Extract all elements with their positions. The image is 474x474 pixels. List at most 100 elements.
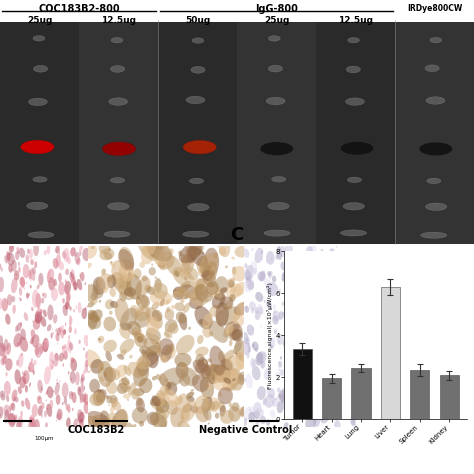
Ellipse shape bbox=[16, 420, 22, 432]
Ellipse shape bbox=[329, 264, 335, 273]
Ellipse shape bbox=[70, 359, 77, 371]
Ellipse shape bbox=[344, 267, 348, 280]
Ellipse shape bbox=[252, 423, 254, 426]
Ellipse shape bbox=[15, 369, 21, 384]
Ellipse shape bbox=[128, 383, 137, 395]
Ellipse shape bbox=[214, 294, 219, 300]
Ellipse shape bbox=[327, 307, 329, 310]
Ellipse shape bbox=[342, 377, 346, 383]
Ellipse shape bbox=[32, 267, 36, 274]
Ellipse shape bbox=[57, 409, 63, 420]
Ellipse shape bbox=[254, 410, 260, 419]
Ellipse shape bbox=[62, 298, 65, 303]
Ellipse shape bbox=[192, 38, 204, 43]
Ellipse shape bbox=[79, 339, 81, 344]
Ellipse shape bbox=[155, 408, 167, 428]
Ellipse shape bbox=[303, 280, 306, 285]
Ellipse shape bbox=[268, 36, 280, 41]
Ellipse shape bbox=[226, 283, 243, 299]
Ellipse shape bbox=[252, 411, 255, 415]
Ellipse shape bbox=[222, 368, 240, 386]
Ellipse shape bbox=[317, 363, 321, 371]
Ellipse shape bbox=[65, 301, 70, 309]
Ellipse shape bbox=[154, 250, 167, 265]
Ellipse shape bbox=[75, 255, 77, 257]
Ellipse shape bbox=[100, 410, 109, 423]
Ellipse shape bbox=[9, 264, 13, 273]
Ellipse shape bbox=[0, 406, 3, 419]
Ellipse shape bbox=[297, 314, 305, 325]
Ellipse shape bbox=[147, 241, 172, 262]
Ellipse shape bbox=[5, 314, 10, 325]
Ellipse shape bbox=[118, 249, 134, 272]
Ellipse shape bbox=[293, 319, 295, 323]
Ellipse shape bbox=[180, 401, 197, 423]
Ellipse shape bbox=[197, 335, 203, 344]
Ellipse shape bbox=[34, 65, 48, 72]
Ellipse shape bbox=[7, 294, 12, 306]
Ellipse shape bbox=[299, 294, 307, 307]
Ellipse shape bbox=[158, 262, 165, 268]
Ellipse shape bbox=[11, 278, 18, 293]
Ellipse shape bbox=[252, 327, 254, 331]
Ellipse shape bbox=[192, 374, 209, 392]
Ellipse shape bbox=[55, 246, 60, 254]
Ellipse shape bbox=[76, 258, 81, 265]
Ellipse shape bbox=[10, 253, 11, 255]
Ellipse shape bbox=[83, 284, 98, 301]
Ellipse shape bbox=[35, 346, 39, 356]
Ellipse shape bbox=[299, 278, 303, 284]
Ellipse shape bbox=[241, 332, 248, 344]
Ellipse shape bbox=[314, 406, 322, 415]
Ellipse shape bbox=[37, 380, 43, 393]
Ellipse shape bbox=[91, 245, 95, 249]
Ellipse shape bbox=[64, 284, 68, 295]
Ellipse shape bbox=[161, 345, 173, 363]
Ellipse shape bbox=[139, 420, 144, 427]
Ellipse shape bbox=[206, 364, 222, 377]
Ellipse shape bbox=[103, 372, 107, 377]
Ellipse shape bbox=[319, 390, 328, 402]
Ellipse shape bbox=[290, 410, 296, 420]
Ellipse shape bbox=[284, 412, 288, 418]
Ellipse shape bbox=[78, 416, 101, 433]
Ellipse shape bbox=[260, 142, 293, 155]
Ellipse shape bbox=[204, 360, 207, 364]
Ellipse shape bbox=[266, 283, 278, 296]
Ellipse shape bbox=[329, 351, 336, 364]
Ellipse shape bbox=[115, 298, 129, 324]
Ellipse shape bbox=[21, 328, 26, 340]
Ellipse shape bbox=[103, 340, 117, 353]
Ellipse shape bbox=[244, 406, 255, 420]
Ellipse shape bbox=[221, 354, 246, 374]
Ellipse shape bbox=[18, 416, 23, 428]
Ellipse shape bbox=[202, 252, 204, 254]
Ellipse shape bbox=[264, 279, 270, 286]
Ellipse shape bbox=[249, 301, 256, 311]
Ellipse shape bbox=[160, 356, 167, 363]
Ellipse shape bbox=[71, 277, 76, 286]
Ellipse shape bbox=[322, 419, 323, 421]
Ellipse shape bbox=[142, 275, 147, 281]
Ellipse shape bbox=[427, 178, 441, 183]
Ellipse shape bbox=[179, 313, 187, 330]
Ellipse shape bbox=[119, 378, 130, 392]
Ellipse shape bbox=[108, 404, 110, 406]
Ellipse shape bbox=[228, 278, 235, 288]
Ellipse shape bbox=[38, 273, 44, 286]
Ellipse shape bbox=[228, 402, 232, 408]
Ellipse shape bbox=[24, 288, 25, 290]
Ellipse shape bbox=[30, 277, 32, 281]
Ellipse shape bbox=[215, 291, 222, 298]
Ellipse shape bbox=[27, 249, 30, 254]
Ellipse shape bbox=[200, 253, 218, 274]
Ellipse shape bbox=[255, 307, 259, 314]
Ellipse shape bbox=[43, 292, 47, 298]
Text: 12.5ug: 12.5ug bbox=[101, 16, 136, 25]
Ellipse shape bbox=[168, 323, 179, 334]
Ellipse shape bbox=[176, 335, 194, 355]
Ellipse shape bbox=[12, 305, 16, 314]
Ellipse shape bbox=[274, 329, 277, 334]
Ellipse shape bbox=[187, 268, 198, 280]
Ellipse shape bbox=[96, 389, 107, 403]
